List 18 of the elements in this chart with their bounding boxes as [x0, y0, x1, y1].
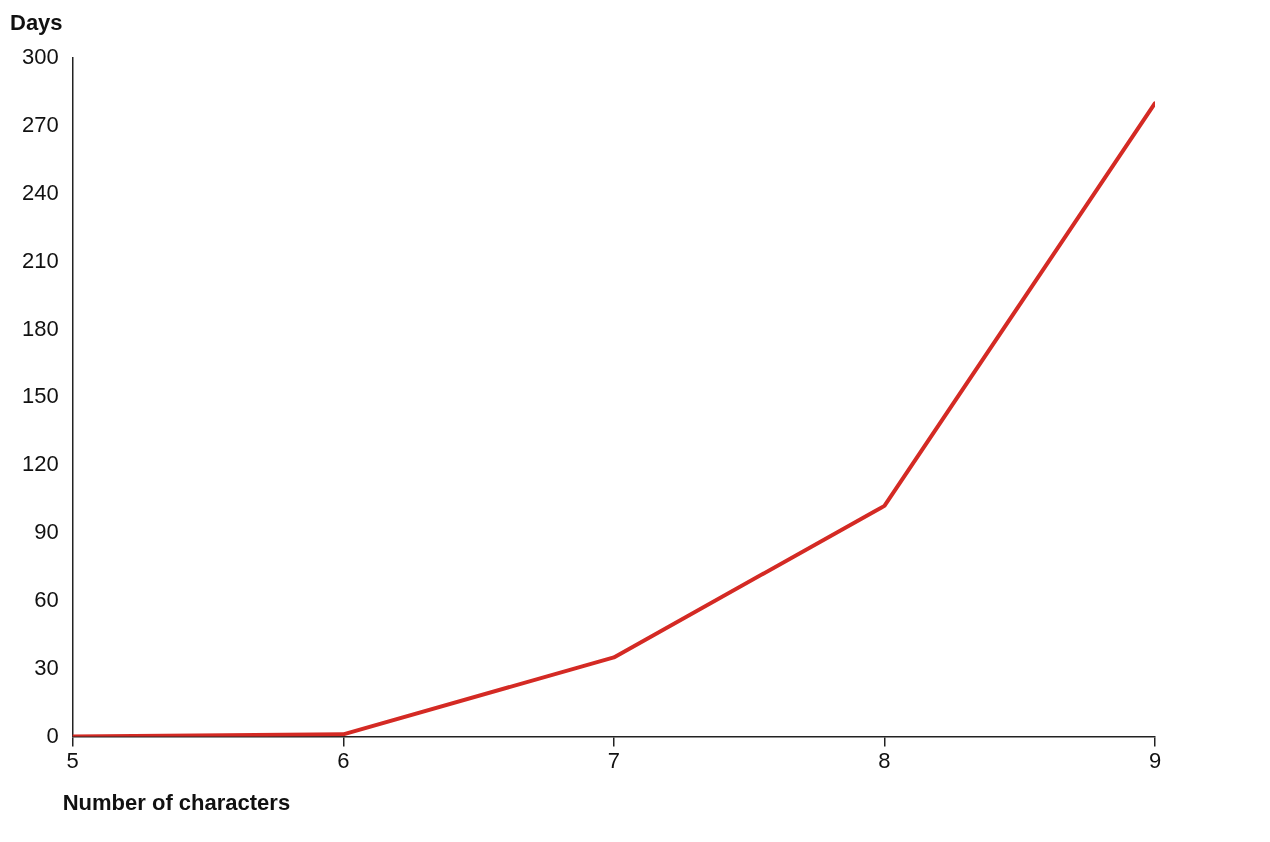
y-tick-label: 90 [34, 519, 59, 545]
y-tick-label: 0 [46, 722, 59, 748]
y-tick-label: 60 [34, 586, 59, 612]
y-tick-label: 300 [21, 44, 59, 70]
y-tick-label: 270 [21, 111, 59, 137]
y-tick-label: 150 [21, 383, 59, 409]
x-tick-label: 5 [66, 747, 79, 773]
y-tick-label: 120 [21, 451, 59, 477]
x-tick-label: 8 [878, 747, 891, 773]
y-axis-title: Days [10, 10, 63, 35]
x-tick-label: 7 [607, 747, 620, 773]
y-tick-label: 180 [21, 315, 59, 341]
x-tick-label: 9 [1148, 747, 1162, 773]
x-axis-title: Number of characters [62, 789, 291, 815]
x-tick-label: 6 [337, 747, 350, 773]
y-tick-label: 30 [34, 654, 59, 680]
y-tick-label: 240 [21, 179, 59, 205]
y-tick-label: 210 [21, 247, 59, 273]
